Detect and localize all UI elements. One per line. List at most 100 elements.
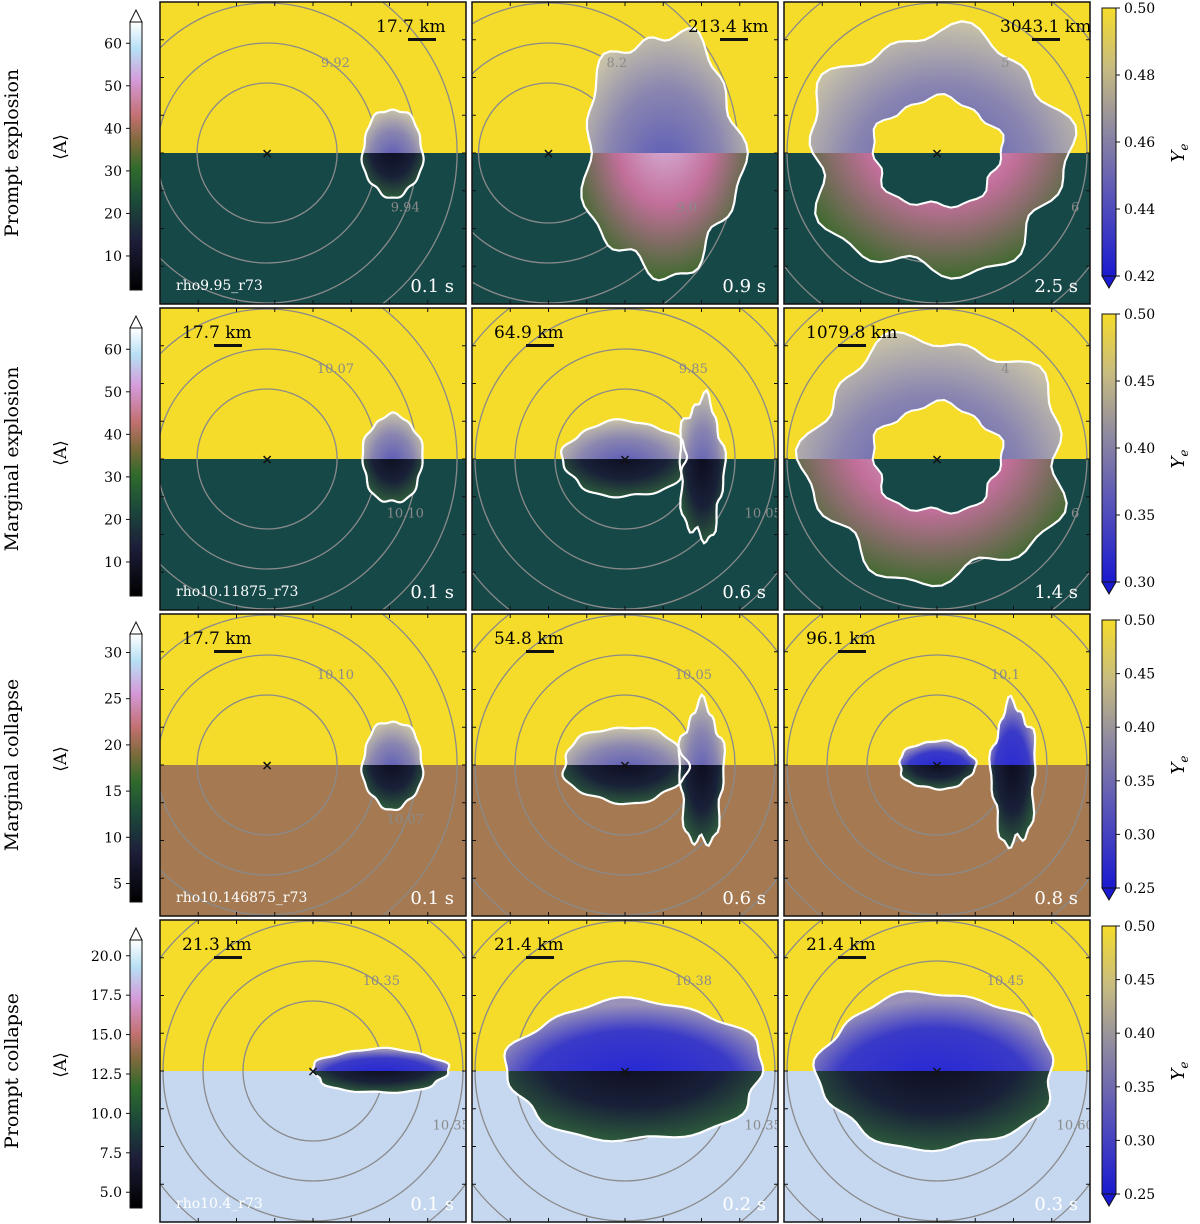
colorbar-extend-arrow (1101, 581, 1117, 595)
ejecta-outline (360, 720, 425, 812)
density-contour (381, 2, 458, 304)
scale-label: 54.8 km (494, 629, 564, 649)
colorbar-extend-arrow (129, 314, 143, 329)
origin-marker: × (261, 146, 273, 162)
colorbar-extend-arrow (1101, 275, 1117, 289)
ring-cavity-lower (872, 459, 1001, 514)
scale-bar (526, 344, 554, 347)
colorbar-gradient (129, 21, 143, 291)
ejecta-upper (813, 991, 1054, 1071)
scale-bar (838, 956, 866, 959)
simulation-panel: 568×3043.1 km2.5 s (783, 1, 1091, 305)
ejecta-outline (310, 1046, 451, 1094)
time-label: 0.1 s (410, 276, 454, 297)
lower-half-mass-number (160, 1071, 466, 1222)
colorbar-label: ⟨A⟩ (51, 746, 71, 772)
ejecta-lower (796, 459, 1067, 587)
colorbar-tick-label: 0.30 (1124, 575, 1155, 591)
ejecta-lower (812, 153, 1069, 279)
scale-bar (214, 344, 242, 347)
colorbar-tick-label: 15 (104, 784, 122, 800)
upper-half-ye (784, 614, 1090, 765)
colorbar-tick-label: 25 (104, 692, 122, 708)
scale-bar (838, 344, 866, 347)
density-contour (196, 388, 338, 530)
ejecta-tail-lower (989, 765, 1036, 849)
colorbar-tick-label: 60 (104, 342, 122, 358)
colorbar-tick-label: 0.25 (1124, 881, 1155, 897)
colorbar-tick-label: 20 (104, 512, 122, 528)
simulation-panel: 8.29.08.5×213.4 km0.9 s (471, 1, 779, 305)
colorbar-tick-label: 20 (104, 206, 122, 222)
origin-marker: × (619, 758, 631, 774)
ejecta-lower (562, 765, 690, 805)
contour-label: 10.05 (675, 668, 712, 683)
contour-label: 10.07 (317, 362, 354, 377)
scale-bar (408, 38, 436, 41)
colorbar-tick-label: 10.0 (91, 1106, 122, 1122)
contour-label: 10.10 (317, 668, 354, 683)
colorbar-tick-label: 0.45 (1124, 973, 1155, 989)
colorbar-tick-label: 60 (104, 36, 122, 52)
colorbar-tick-label: 40 (104, 427, 122, 443)
scale-label: 17.7 km (182, 323, 252, 343)
colorbar-tick-label: 15.0 (91, 1028, 122, 1044)
colorbar-gradient (1101, 7, 1117, 277)
scale-label: 3043.1 km (1000, 17, 1091, 37)
colorbar-tick-label: 0.40 (1124, 441, 1155, 457)
colorbar-gradient (1101, 619, 1117, 889)
colorbar-tick-label: 40 (104, 121, 122, 137)
origin-marker: × (619, 452, 631, 468)
ejecta-tail-upper (678, 694, 725, 765)
ejecta-tail-upper (679, 390, 726, 459)
figure-row: Marginal explosion102030405060⟨A⟩0.300.3… (1, 307, 1191, 611)
ejecta-tail-lower (679, 765, 724, 846)
electron-fraction-colorbar: 0.25 0.30 0.35 0.40 0.45 0.50 Ye (1101, 919, 1191, 1207)
figure-row: Prompt collapse 5.0 7.5 10.0 12.5 15.0 17.5 20.… (1, 919, 1191, 1223)
colorbar-tick-label: 0.35 (1124, 1080, 1155, 1096)
ejecta-upper (565, 727, 690, 765)
colorbar-gradient (129, 327, 143, 597)
ejecta-lower (562, 459, 687, 498)
density-contour (381, 308, 458, 610)
scale-label: 17.7 km (182, 629, 252, 649)
model-name: rho10.11875_r73 (176, 584, 298, 600)
ejecta-upper (504, 997, 764, 1071)
contour-label: 10.45 (987, 974, 1024, 989)
colorbar-tick-label: 10 (104, 830, 122, 846)
colorbar-extend-arrow (129, 8, 143, 23)
simulation-panel: 10.05 × 54.8 km 0.6 s (471, 613, 779, 917)
origin-marker: × (931, 1064, 943, 1080)
scale-label: 17.7 km (376, 17, 446, 37)
mass-number-colorbar: 5.0 7.5 10.0 12.5 15.0 17.5 20.0 ⟨A⟩ (51, 926, 143, 1209)
ejecta-lower (507, 1071, 764, 1142)
density-contour (514, 348, 736, 570)
ejecta-upper (809, 21, 1077, 153)
colorbar-tick-label: 0.40 (1124, 1026, 1155, 1042)
colorbar-label: Ye (1168, 450, 1191, 469)
contour-label: 10.10 (387, 506, 424, 521)
contour-label: 10.07 (387, 812, 424, 827)
contour-label: 4 (1001, 362, 1009, 377)
scale-label: 1079.8 km (806, 323, 897, 343)
ejecta-tail-outline (988, 694, 1037, 850)
colorbar-label: Ye (1168, 144, 1191, 163)
ejecta-outline (361, 411, 424, 504)
time-label: 0.6 s (722, 582, 766, 603)
ejecta-tail-lower (679, 459, 726, 544)
figure-row: Prompt explosion102030405060⟨A⟩0.420.440… (1, 1, 1191, 305)
scale-bar (214, 650, 242, 653)
colorbar-tick-label: 0.50 (1124, 613, 1155, 629)
time-label: 0.3 s (1034, 1194, 1078, 1215)
ejecta-upper (312, 1047, 450, 1071)
colorbar-label: ⟨A⟩ (51, 134, 71, 160)
contour-label: 9.94 (391, 200, 420, 215)
contour-label: 10.60 (1057, 1118, 1094, 1133)
origin-marker: × (931, 146, 943, 162)
electron-fraction-colorbar: 0.25 0.30 0.35 0.40 0.45 0.50 Ye (1101, 613, 1191, 901)
colorbar-gradient (129, 633, 143, 903)
scale-bar (526, 956, 554, 959)
ejecta-outline (898, 739, 978, 791)
